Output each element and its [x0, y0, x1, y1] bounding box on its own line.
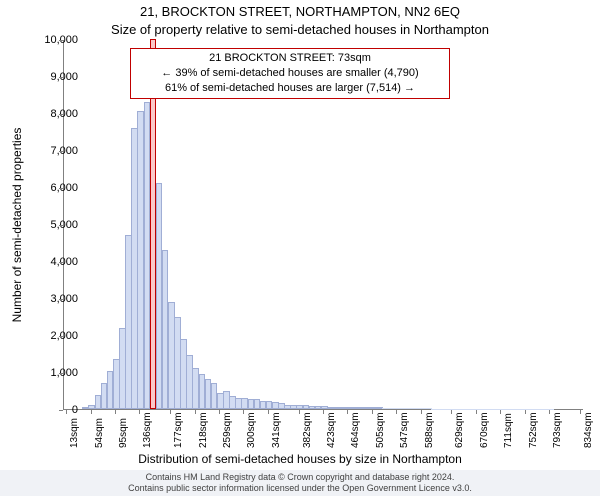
x-tick-label: 505sqm: [375, 412, 386, 448]
title-line-2: Size of property relative to semi-detach…: [0, 22, 600, 37]
y-tick-label: 1,000: [38, 367, 78, 379]
annotation-box: 21 BROCKTON STREET: 73sqm ← 39% of semi-…: [130, 48, 450, 99]
x-tick-mark: [525, 410, 526, 414]
x-tick-mark: [451, 410, 452, 414]
x-tick-label: 834sqm: [583, 412, 594, 448]
x-tick-mark: [580, 410, 581, 414]
x-tick-label: 13sqm: [69, 418, 80, 448]
y-tick-label: 3,000: [38, 293, 78, 305]
y-tick-label: 4,000: [38, 256, 78, 268]
y-tick-mark: [59, 77, 63, 78]
x-tick-mark: [268, 410, 269, 414]
x-tick-mark: [139, 410, 140, 414]
x-tick-label: 300sqm: [246, 412, 257, 448]
x-tick-mark: [396, 410, 397, 414]
y-tick-label: 8,000: [38, 108, 78, 120]
x-tick-label: 218sqm: [198, 412, 209, 448]
x-tick-label: 588sqm: [424, 412, 435, 448]
x-tick-mark: [66, 410, 67, 414]
x-tick-mark: [421, 410, 422, 414]
y-tick-label: 2,000: [38, 330, 78, 342]
y-tick-mark: [59, 410, 63, 411]
x-tick-label: 670sqm: [479, 412, 490, 448]
y-tick-label: 10,000: [38, 34, 78, 46]
y-tick-mark: [59, 40, 63, 41]
y-tick-label: 5,000: [38, 219, 78, 231]
x-tick-label: 177sqm: [173, 412, 184, 448]
x-tick-mark: [115, 410, 116, 414]
x-tick-mark: [195, 410, 196, 414]
chart-container: 21, BROCKTON STREET, NORTHAMPTON, NN2 6E…: [0, 0, 600, 500]
x-tick-mark: [91, 410, 92, 414]
y-tick-label: 0: [38, 404, 78, 416]
y-tick-mark: [59, 225, 63, 226]
x-tick-label: 95sqm: [118, 418, 129, 448]
x-tick-label: 464sqm: [350, 412, 361, 448]
y-tick-mark: [59, 373, 63, 374]
annotation-line-3: 61% of semi-detached houses are larger (…: [137, 81, 443, 96]
x-tick-mark: [243, 410, 244, 414]
x-tick-mark: [549, 410, 550, 414]
x-tick-label: 752sqm: [528, 412, 539, 448]
x-tick-label: 54sqm: [94, 418, 105, 448]
footer: Contains HM Land Registry data © Crown c…: [0, 470, 600, 497]
y-tick-mark: [59, 262, 63, 263]
x-tick-label: 793sqm: [552, 412, 563, 448]
annotation-line-1: 21 BROCKTON STREET: 73sqm: [137, 51, 443, 66]
y-tick-label: 9,000: [38, 71, 78, 83]
x-tick-label: 711sqm: [503, 413, 514, 448]
x-tick-label: 423sqm: [326, 412, 337, 448]
x-tick-label: 382sqm: [302, 412, 313, 448]
annotation-line-2: ← 39% of semi-detached houses are smalle…: [137, 66, 443, 81]
x-tick-label: 629sqm: [454, 412, 465, 448]
x-axis-label: Distribution of semi-detached houses by …: [0, 452, 600, 466]
footer-line-2: Contains public sector information licen…: [0, 483, 600, 494]
y-tick-mark: [59, 299, 63, 300]
x-tick-label: 136sqm: [142, 412, 153, 448]
y-tick-label: 6,000: [38, 182, 78, 194]
title-line-1: 21, BROCKTON STREET, NORTHAMPTON, NN2 6E…: [0, 4, 600, 19]
y-tick-mark: [59, 114, 63, 115]
x-tick-mark: [347, 410, 348, 414]
y-tick-mark: [59, 188, 63, 189]
x-tick-mark: [476, 410, 477, 414]
x-tick-mark: [219, 410, 220, 414]
x-tick-mark: [372, 410, 373, 414]
x-tick-label: 259sqm: [222, 412, 233, 448]
y-tick-label: 7,000: [38, 145, 78, 157]
x-tick-mark: [323, 410, 324, 414]
y-tick-mark: [59, 151, 63, 152]
x-tick-mark: [170, 410, 171, 414]
y-tick-mark: [59, 336, 63, 337]
x-tick-label: 547sqm: [399, 412, 410, 448]
x-tick-label: 341sqm: [271, 412, 282, 448]
x-tick-mark: [299, 410, 300, 414]
footer-line-1: Contains HM Land Registry data © Crown c…: [0, 472, 600, 483]
x-tick-mark: [500, 410, 501, 414]
